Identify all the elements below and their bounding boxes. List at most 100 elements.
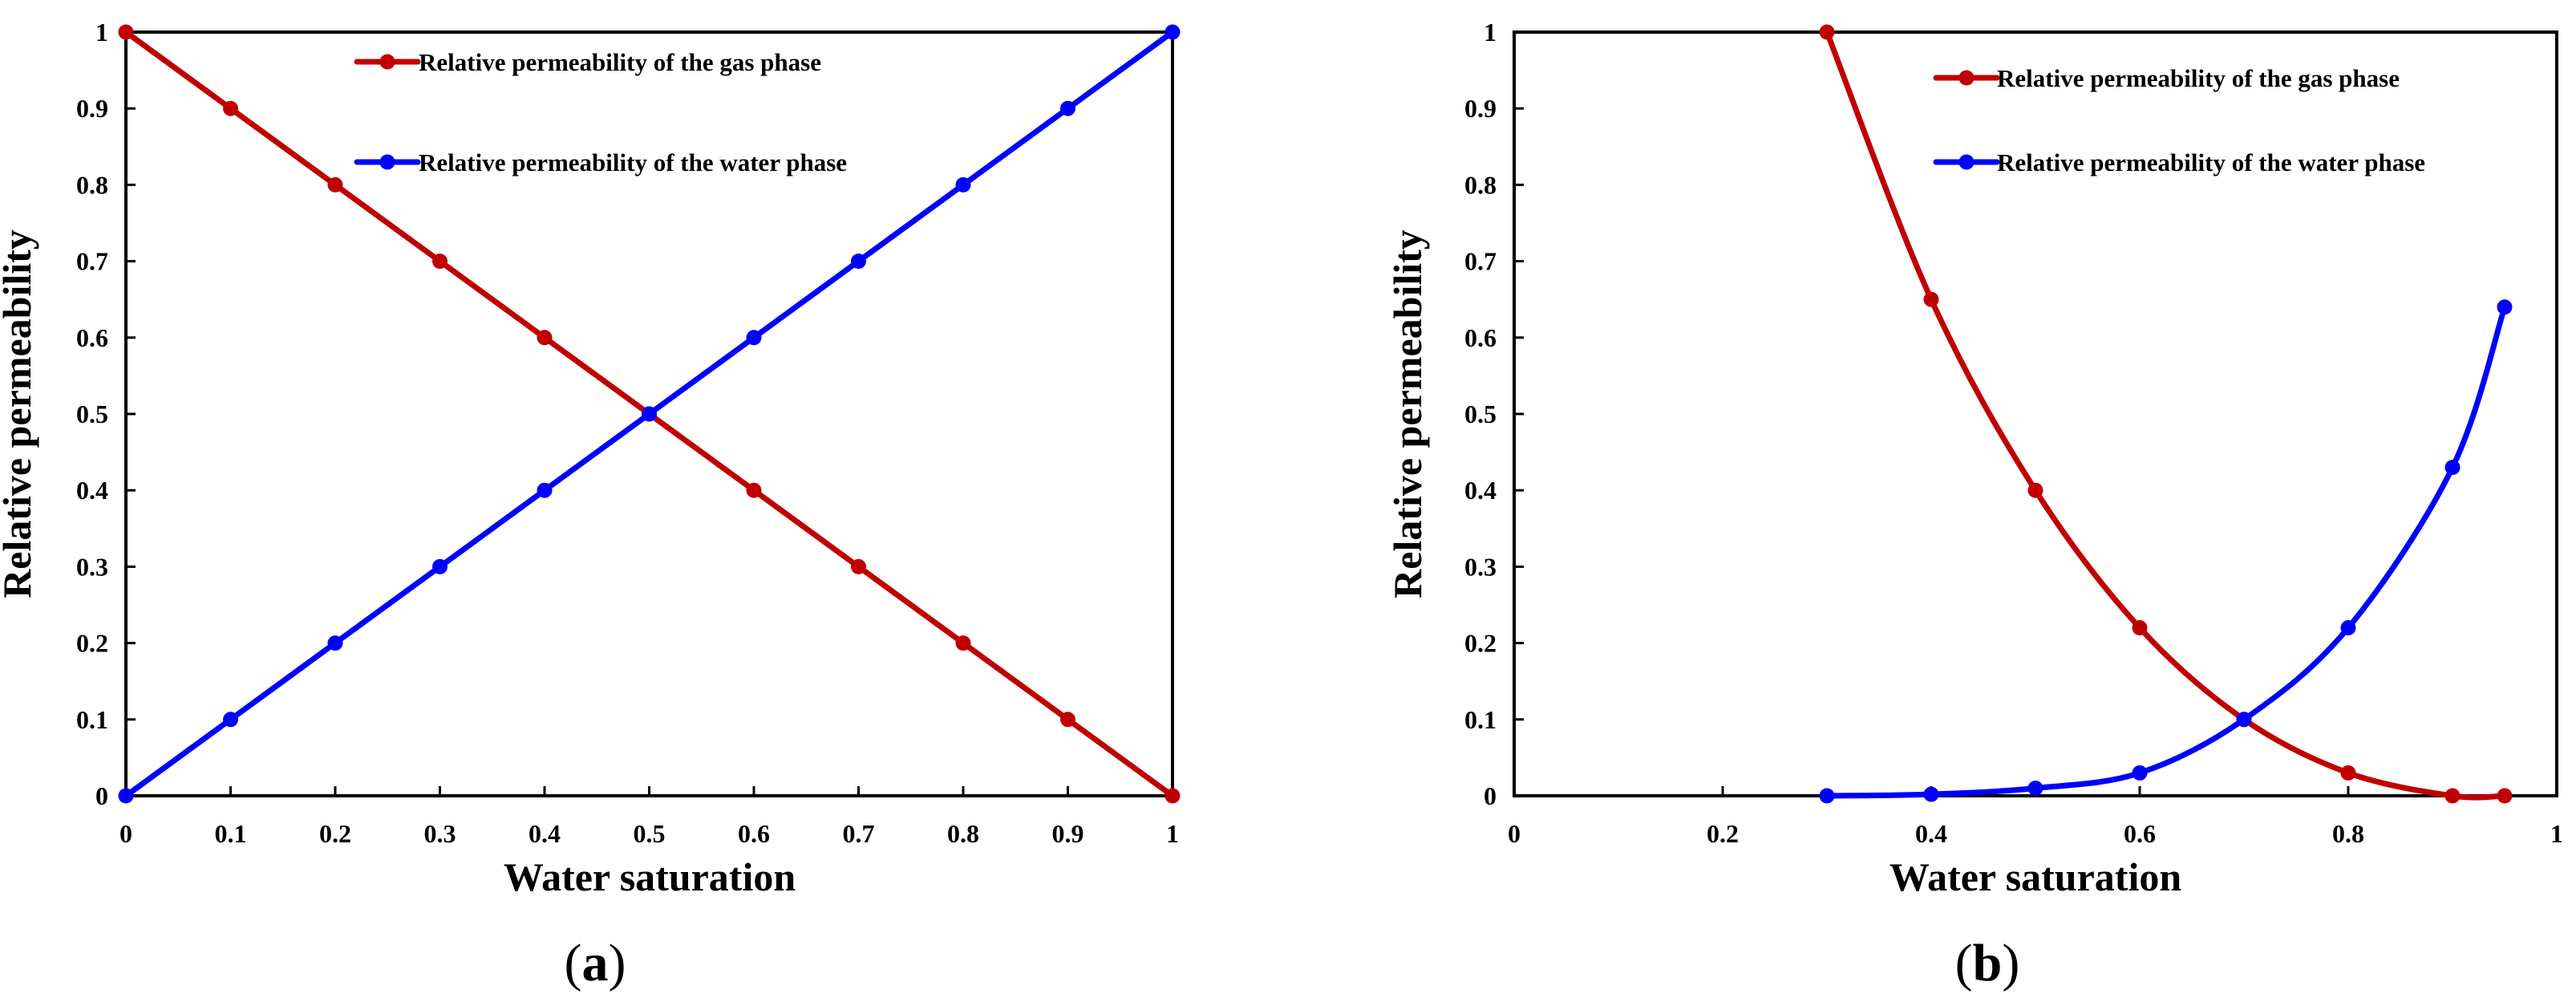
legend-marker	[379, 54, 395, 70]
y-tick-label: 0.4	[1464, 476, 1497, 505]
panel-label-close-paren: )	[2002, 934, 2019, 992]
y-tick-label: 0.1	[76, 705, 108, 734]
panel-label-letter: a	[582, 934, 609, 992]
legend-label: Relative permeability of the gas phase	[419, 48, 821, 76]
legend-label: Relative permeability of the gas phase	[1997, 64, 2400, 92]
data-point	[955, 635, 971, 651]
series-gas-phase	[1819, 24, 2513, 804]
data-point	[118, 788, 134, 804]
y-axis-title: Relative permeability	[0, 229, 39, 598]
y-tick-label: 0.4	[76, 476, 108, 505]
x-axis-title: Water saturation	[504, 854, 796, 899]
y-tick-label: 1	[1484, 18, 1497, 47]
legend-marker	[1958, 70, 1975, 86]
legend-entry-gas-phase: Relative permeability of the gas phase	[354, 48, 821, 76]
x-tick-label: 0.1	[215, 819, 247, 848]
y-tick-label: 0.3	[76, 552, 108, 581]
x-tick-label: 0.8	[947, 819, 979, 848]
y-tick-label: 0.7	[76, 247, 108, 276]
y-tick-label: 0.7	[1464, 247, 1497, 276]
x-tick-label: 0	[119, 819, 132, 848]
panel-label: (b)	[1955, 934, 2020, 992]
x-tick-label: 0.2	[319, 819, 351, 848]
y-tick-label: 1	[95, 18, 108, 47]
data-point	[2236, 712, 2252, 728]
data-point	[1819, 788, 1835, 804]
x-tick-label: 0	[1508, 819, 1521, 848]
data-point	[746, 330, 762, 346]
data-point	[2444, 460, 2461, 476]
data-point	[1819, 24, 1835, 40]
x-tick-label: 0.2	[1707, 819, 1739, 848]
y-tick-label: 0.9	[76, 94, 108, 123]
data-point	[2132, 620, 2148, 636]
x-tick-label: 0.3	[424, 819, 456, 848]
x-axis-title: Water saturation	[1889, 854, 2182, 899]
data-point	[1164, 24, 1181, 40]
x-tick-label: 1	[2550, 819, 2563, 848]
series-water-phase	[118, 24, 1181, 804]
x-tick-label: 1	[1166, 819, 1179, 848]
y-tick-label: 0.5	[1464, 400, 1497, 428]
panel-label-letter: b	[1973, 934, 2003, 992]
legend-label: Relative permeability of the water phase	[419, 148, 847, 176]
y-tick-label: 0.1	[1464, 705, 1497, 734]
chart-panel-a: 0 0.1 0.2 0.3 0.4 0.5 0.6 0.7 0.8 0.9 1 0 0.1 0.2 0.3 0…	[0, 18, 1181, 992]
x-tick-label: 0.6	[2124, 819, 2156, 848]
y-tick-label: 0.9	[1464, 94, 1497, 123]
y-tick-label: 0.5	[76, 400, 108, 428]
y-tick-label: 0.2	[76, 629, 108, 658]
data-point	[2340, 765, 2356, 781]
data-point	[327, 635, 343, 651]
data-point	[1164, 788, 1181, 804]
y-tick-label: 0.6	[1464, 323, 1497, 352]
data-point	[1923, 291, 1939, 307]
data-point	[851, 558, 866, 574]
data-point	[432, 254, 448, 270]
y-tick-label: 0	[95, 781, 108, 810]
y-tick-label: 0.3	[1464, 552, 1497, 581]
data-point	[1060, 712, 1075, 728]
data-point	[327, 176, 343, 193]
x-tick-label: 0.5	[634, 819, 666, 848]
panel-label: (a)	[565, 934, 626, 992]
data-point	[537, 330, 553, 346]
y-tick-label: 0.2	[1464, 629, 1497, 658]
data-point	[851, 254, 866, 270]
y-tick-label: 0	[1484, 781, 1497, 810]
series-line	[1824, 304, 2508, 799]
data-point	[537, 482, 553, 498]
data-point	[2027, 482, 2043, 498]
panel-label-open-paren: (	[565, 934, 582, 992]
data-point	[2132, 765, 2148, 781]
chart-panel-b: 0 0.1 0.2 0.3 0.4 0.5 0.6 0.7 0.8 0.9 1 0 0.2 0.4 0.6 0…	[1385, 18, 2563, 992]
data-point	[2497, 788, 2513, 804]
data-point	[2027, 780, 2043, 796]
series-line	[1824, 29, 2508, 801]
series-water-phase	[1819, 299, 2513, 804]
x-tick-label: 0.4	[1915, 819, 1947, 848]
legend-entry-water-phase: Relative permeability of the water phase	[1933, 148, 2425, 176]
legend-marker	[379, 154, 395, 170]
legend-label: Relative permeability of the water phase	[1997, 148, 2425, 176]
y-axis-title: Relative permeability	[1385, 229, 1430, 598]
y-tick-label: 0.8	[1464, 170, 1497, 199]
data-point	[2340, 620, 2356, 636]
data-point	[2444, 788, 2461, 804]
panel-label-close-paren: )	[609, 934, 626, 992]
data-point	[118, 24, 134, 40]
data-point	[642, 406, 657, 422]
plot-area	[1513, 30, 2558, 797]
x-tick-label: 0.7	[843, 819, 875, 848]
legend-entry-water-phase: Relative permeability of the water phase	[354, 148, 847, 176]
data-point	[746, 482, 762, 498]
y-tick-label: 0.6	[76, 323, 108, 352]
x-tick-label: 0.8	[2332, 819, 2364, 848]
y-tick-label: 0.8	[76, 170, 108, 199]
data-point	[2497, 299, 2513, 315]
data-point	[223, 712, 238, 728]
data-point	[1923, 786, 1939, 802]
panel-label-open-paren: (	[1955, 934, 1973, 992]
legend-marker	[1958, 154, 1975, 170]
